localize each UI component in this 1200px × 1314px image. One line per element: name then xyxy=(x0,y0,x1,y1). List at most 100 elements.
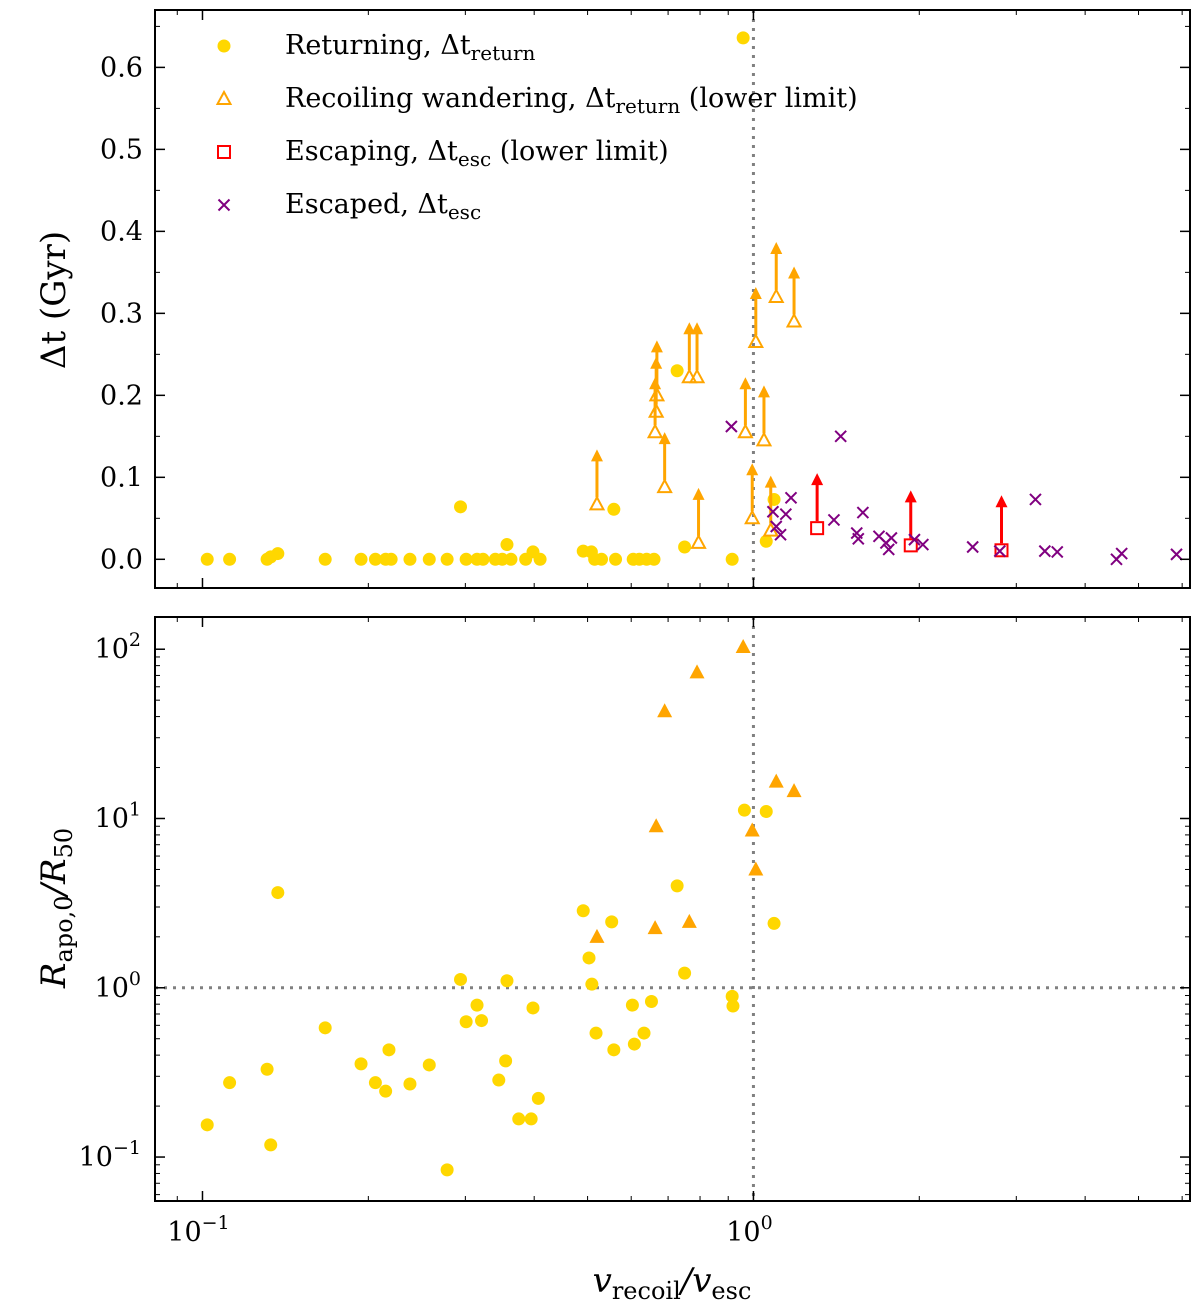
bottom-returning-point-10 xyxy=(403,1077,417,1091)
x-axis-label: vrecoil/vesc xyxy=(593,1261,752,1305)
top-returning-point-13 xyxy=(454,500,468,514)
bottom-wandering-point-4 xyxy=(681,913,697,928)
bottom-wandering-point-5 xyxy=(689,664,705,679)
bottom-panel: 10−1 100 101 102 10−1 100 vrecoil/vesc Rapo,0… xyxy=(34,616,1191,1305)
bottom-returning-point-7 xyxy=(368,1076,382,1090)
bottom-returning-point-38 xyxy=(737,803,751,817)
bottom-ytick-label: 10−1 xyxy=(79,1137,141,1173)
top-wandering-point-8 xyxy=(737,423,754,439)
top-escaped-point-10 xyxy=(856,506,870,519)
bottom-returning-point-23 xyxy=(531,1091,545,1105)
bottom-returning-point-31 xyxy=(627,1037,641,1051)
top-escaped-point-9 xyxy=(852,532,865,546)
bottom-returning-point-39 xyxy=(759,804,773,818)
y-axis-label-mid: /R xyxy=(34,858,74,898)
bottom-ytick-label: 100 xyxy=(95,968,141,1004)
top-returning-point-4 xyxy=(271,547,285,561)
bottom-wandering-point-0 xyxy=(589,928,605,943)
bottom-wandering-point-7 xyxy=(744,822,760,837)
top-wandering-point-11 xyxy=(755,431,773,447)
top-wandering-point-5 xyxy=(681,368,698,384)
top-escaping-point-1 xyxy=(903,538,918,553)
bottom-returning-point-2 xyxy=(260,1062,274,1076)
bottom-returning-point-14 xyxy=(459,1015,473,1029)
bottom-returning-point-32 xyxy=(637,1026,651,1040)
bottom-returning-point-37 xyxy=(726,999,740,1013)
top-returning-point-14 xyxy=(459,552,473,566)
legend: Returning, Δtreturn Recoiling wandering, … xyxy=(215,30,858,224)
bottom-returning-point-35 xyxy=(678,966,692,980)
top-returning-point-5 xyxy=(318,552,332,566)
bottom-returning-point-8 xyxy=(379,1084,393,1098)
top-returning-point-33 xyxy=(647,552,661,566)
top-escaping-point-0-arrow-head xyxy=(811,473,824,486)
bottom-wandering-point-8 xyxy=(748,861,764,876)
top-wandering-point-10 xyxy=(747,332,764,349)
x-axis-label-mid: /v xyxy=(678,1261,712,1301)
bottom-xtick-label: 10−1 xyxy=(167,1212,229,1248)
top-ytick-label: 0.0 xyxy=(100,544,143,575)
top-returning-point-0 xyxy=(200,552,214,566)
bottom-wandering-point-10 xyxy=(786,783,802,798)
top-wandering-point-2 xyxy=(647,402,665,418)
top-returning-point-12 xyxy=(440,552,454,566)
bottom-returning-point-4 xyxy=(271,886,285,900)
top-returning-point-36 xyxy=(725,552,739,566)
top-wandering-point-4 xyxy=(656,478,673,494)
top-returning-point-1 xyxy=(223,552,237,566)
top-escaped-point-5 xyxy=(784,491,798,505)
legend-label-returning: Returning, Δtreturn xyxy=(285,30,536,65)
bottom-returning-point-30 xyxy=(625,998,639,1012)
x-axis-label-sub2: esc xyxy=(711,1277,751,1305)
bottom-returning-point-40 xyxy=(767,916,781,930)
legend-marker-returning xyxy=(217,39,231,53)
top-wandering-point-14 xyxy=(785,312,803,328)
x-axis-label-sub1: recoil xyxy=(612,1277,681,1305)
bottom-returning-point-9 xyxy=(382,1043,396,1057)
bottom-returning-point-15 xyxy=(470,998,484,1012)
bottom-returning-point-22 xyxy=(526,1001,540,1015)
top-wandering-point-5-arrow-head xyxy=(683,322,696,335)
bottom-returning-point-25 xyxy=(582,951,596,965)
top-escaping-point-0 xyxy=(810,521,825,536)
y-axis-label-sub2: 50 xyxy=(50,828,78,859)
legend-label-escaping: Escaping, Δtesc (lower limit) xyxy=(285,136,669,171)
bottom-wandering-point-9 xyxy=(768,773,784,788)
y-axis-label-sub1: apo,0 xyxy=(50,895,78,962)
top-returning-point-9 xyxy=(384,552,398,566)
top-wandering-point-9-arrow-head xyxy=(746,463,759,476)
top-wandering-point-14-arrow-head xyxy=(788,266,801,279)
bottom-returning-point-33 xyxy=(644,994,658,1008)
bottom-wandering-point-2 xyxy=(648,818,664,833)
top-wandering-point-7 xyxy=(690,533,707,549)
top-y-axis-label: Δt (Gyr) xyxy=(34,231,74,369)
bottom-returning-point-5 xyxy=(318,1021,332,1035)
top-wandering-point-12-arrow-head xyxy=(764,475,777,488)
top-ytick-label: 0.6 xyxy=(100,52,143,83)
legend-marker-escaping xyxy=(217,145,231,159)
bottom-returning-point-34 xyxy=(670,879,684,893)
top-returning-point-20 xyxy=(504,552,518,566)
bottom-returning-point-1 xyxy=(223,1076,237,1090)
bottom-ytick-label: 101 xyxy=(95,798,141,834)
top-axes-frame xyxy=(154,9,1191,589)
top-ytick-label: 0.1 xyxy=(100,462,143,493)
top-escaped-point-18 xyxy=(993,544,1006,558)
top-escaped-point-21 xyxy=(1051,545,1064,559)
top-escaped-point-13 xyxy=(882,543,895,556)
legend-label-escaped: Escaped, Δtesc xyxy=(285,189,481,224)
bottom-returning-point-19 xyxy=(500,974,514,988)
bottom-returning-point-29 xyxy=(607,1043,621,1057)
top-wandering-point-6-arrow-head xyxy=(691,322,704,335)
top-ytick-label: 0.5 xyxy=(100,134,143,165)
top-wandering-point-3 xyxy=(648,386,666,402)
top-wandering-point-4-arrow-head xyxy=(658,432,671,445)
top-wandering-point-10-arrow-head xyxy=(749,287,762,300)
bottom-returning-point-26 xyxy=(585,977,599,991)
top-returning-point-6 xyxy=(354,552,368,566)
top-escaping-point-2-arrow-head xyxy=(995,495,1008,508)
bottom-wandering-point-6 xyxy=(735,639,751,654)
top-returning-point-16 xyxy=(476,552,490,566)
top-returning-point-29 xyxy=(609,552,623,566)
